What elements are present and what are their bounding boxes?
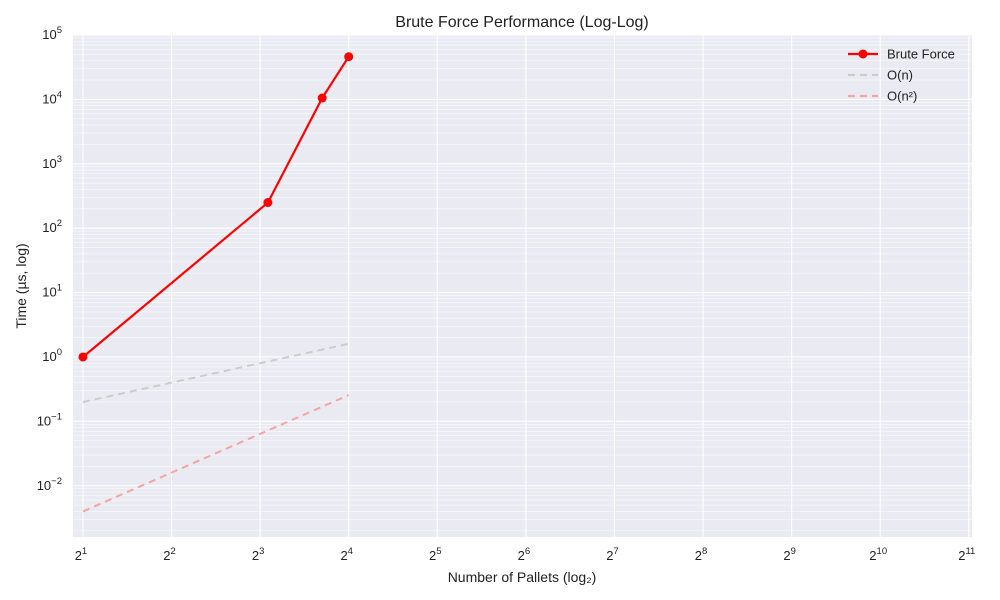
tick-base: 2	[783, 548, 790, 563]
tick-base: 2	[340, 548, 347, 563]
x-tick-label: 28	[695, 546, 708, 563]
tick-base: 2	[606, 548, 613, 563]
series-line-2	[82, 394, 350, 513]
x-tick-label-text: 29	[783, 546, 796, 563]
tick-base: 2	[75, 548, 82, 563]
x-tick-label-text: 21	[75, 546, 88, 563]
y-tick-label-text: 102	[42, 218, 62, 235]
tick-base: 2	[429, 548, 436, 563]
x-axis-label: Number of Pallets (log₂)	[448, 569, 597, 585]
x-tick-label: 26	[518, 546, 531, 563]
x-tick-label-text: 211	[958, 546, 975, 563]
plot-area	[73, 35, 972, 537]
data-point-marker	[263, 198, 273, 208]
x-tick-label: 210	[869, 546, 887, 563]
tick-exponent: 2	[171, 546, 176, 557]
tick-exponent: −2	[51, 476, 62, 487]
x-tick-label-text: 22	[163, 546, 176, 563]
x-tick-label: 21	[75, 546, 88, 563]
tick-exponent: 7	[613, 546, 618, 557]
legend-marker-0	[858, 49, 868, 59]
series-layer	[78, 52, 354, 513]
series-line-1	[82, 342, 349, 403]
x-axis-ticks: 21 22 23 24 25 26 27 28 29 210 211	[75, 546, 976, 563]
data-point-marker	[317, 93, 327, 103]
y-tick-label: 101	[42, 283, 62, 300]
tick-base: 2	[958, 548, 965, 563]
x-tick-label: 29	[783, 546, 796, 563]
y-tick-label-text: 101	[42, 283, 62, 300]
tick-base: 10	[37, 478, 51, 493]
x-tick-label-text: 23	[252, 546, 265, 563]
y-tick-label: 104	[42, 89, 62, 106]
legend-label-2: O(n²)	[887, 89, 917, 104]
tick-exponent: 0	[57, 347, 62, 358]
x-tick-label: 211	[958, 546, 975, 563]
tick-exponent: 3	[57, 154, 62, 165]
x-tick-label-text: 27	[606, 546, 619, 563]
y-tick-label-text: 103	[42, 154, 62, 171]
tick-base: 2	[695, 548, 702, 563]
y-tick-label-text: 10−1	[37, 411, 62, 428]
tick-exponent: 1	[82, 546, 87, 557]
x-tick-label-text: 210	[869, 546, 887, 563]
y-tick-label-text: 104	[42, 89, 62, 106]
tick-exponent: 4	[57, 89, 62, 100]
tick-exponent: 3	[259, 546, 264, 557]
tick-exponent: 1	[57, 283, 62, 294]
x-tick-label-text: 25	[429, 546, 442, 563]
tick-base: 2	[252, 548, 259, 563]
y-tick-label: 10−2	[37, 476, 62, 493]
x-tick-label: 23	[252, 546, 265, 563]
data-point-marker	[344, 52, 354, 62]
y-tick-label-text: 10−2	[37, 476, 62, 493]
x-tick-label: 27	[606, 546, 619, 563]
tick-base: 2	[518, 548, 525, 563]
tick-base: 10	[42, 156, 56, 171]
x-tick-label: 25	[429, 546, 442, 563]
x-tick-label-text: 26	[518, 546, 531, 563]
tick-exponent: 5	[57, 25, 62, 36]
tick-exponent: 9	[791, 546, 796, 557]
x-tick-label-text: 24	[340, 546, 353, 563]
tick-base: 10	[42, 285, 56, 300]
tick-exponent: 2	[57, 218, 62, 229]
y-tick-label: 103	[42, 154, 62, 171]
x-tick-label-text: 28	[695, 546, 708, 563]
tick-exponent: −1	[51, 411, 62, 422]
y-tick-label-text: 105	[42, 25, 62, 42]
legend: Brute Force O(n) O(n²)	[848, 47, 955, 104]
y-tick-label: 10−1	[37, 411, 62, 428]
data-point-marker	[78, 352, 88, 362]
tick-base: 2	[163, 548, 170, 563]
tick-base: 10	[42, 91, 56, 106]
tick-exponent: 6	[525, 546, 530, 557]
y-axis-label: Time (µs, log)	[13, 243, 29, 328]
tick-exponent: 5	[436, 546, 441, 557]
x-tick-label: 24	[340, 546, 353, 563]
legend-label-1: O(n)	[887, 68, 913, 83]
tick-base: 10	[42, 349, 56, 364]
tick-exponent: 10	[877, 546, 888, 557]
x-tick-label: 22	[163, 546, 176, 563]
y-tick-label: 102	[42, 218, 62, 235]
series-line-0	[82, 56, 350, 358]
grid	[73, 34, 972, 537]
y-tick-label: 100	[42, 347, 62, 364]
tick-base: 10	[42, 220, 56, 235]
legend-label-0: Brute Force	[887, 47, 955, 62]
tick-exponent: 11	[965, 546, 975, 557]
y-tick-label-text: 100	[42, 347, 62, 364]
tick-base: 2	[869, 548, 876, 563]
tick-exponent: 8	[702, 546, 707, 557]
tick-exponent: 4	[348, 546, 353, 557]
tick-base: 10	[42, 27, 56, 42]
tick-base: 10	[37, 413, 51, 428]
y-tick-label: 105	[42, 25, 62, 42]
chart-title: Brute Force Performance (Log-Log)	[395, 14, 648, 31]
